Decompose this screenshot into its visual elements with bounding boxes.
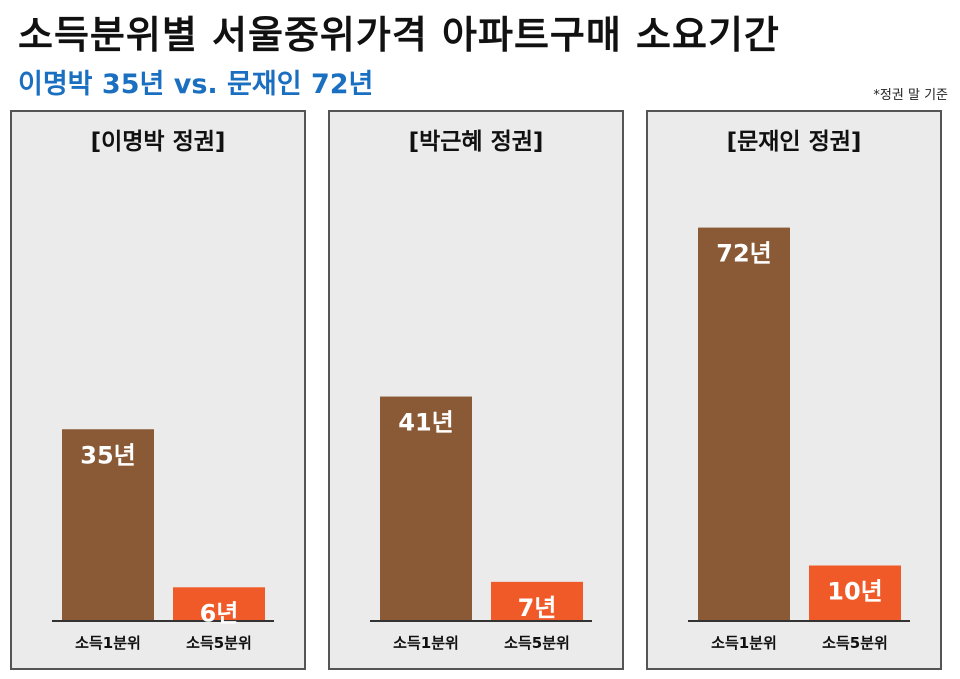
bar-q5 bbox=[809, 565, 901, 620]
bar-q5 bbox=[173, 587, 265, 620]
bar-value-label: 72년 bbox=[716, 240, 771, 268]
chart-subtitle: 이명박 35년 vs. 문재인 72년 bbox=[18, 69, 374, 100]
category-label: 소득1분위 bbox=[393, 634, 459, 652]
bar-q5 bbox=[491, 581, 583, 620]
category-label: 소득1분위 bbox=[75, 634, 141, 652]
bar-q1 bbox=[698, 227, 790, 620]
footnote: *정권 말 기준 bbox=[873, 88, 948, 103]
bar-value-label: 35년 bbox=[80, 441, 135, 469]
category-label: 소득5분위 bbox=[822, 634, 888, 652]
bar-q1 bbox=[380, 396, 472, 620]
panel-title: [이명박 정권] bbox=[90, 129, 226, 155]
bar-value-label: 7년 bbox=[518, 594, 557, 622]
panel-title: [박근혜 정권] bbox=[408, 129, 544, 155]
bar-q1 bbox=[62, 429, 154, 620]
panel-title: [문재인 정권] bbox=[726, 129, 862, 155]
category-label: 소득5분위 bbox=[186, 634, 252, 652]
bar-value-label: 41년 bbox=[398, 409, 453, 437]
category-label: 소득1분위 bbox=[711, 634, 777, 652]
chart-title: 소득분위별 서울중위가격 아파트구매 소요기간 bbox=[18, 13, 780, 57]
category-label: 소득5분위 bbox=[504, 634, 570, 652]
bar-value-label: 10년 bbox=[827, 578, 882, 606]
bar-value-label: 6년 bbox=[200, 599, 239, 627]
